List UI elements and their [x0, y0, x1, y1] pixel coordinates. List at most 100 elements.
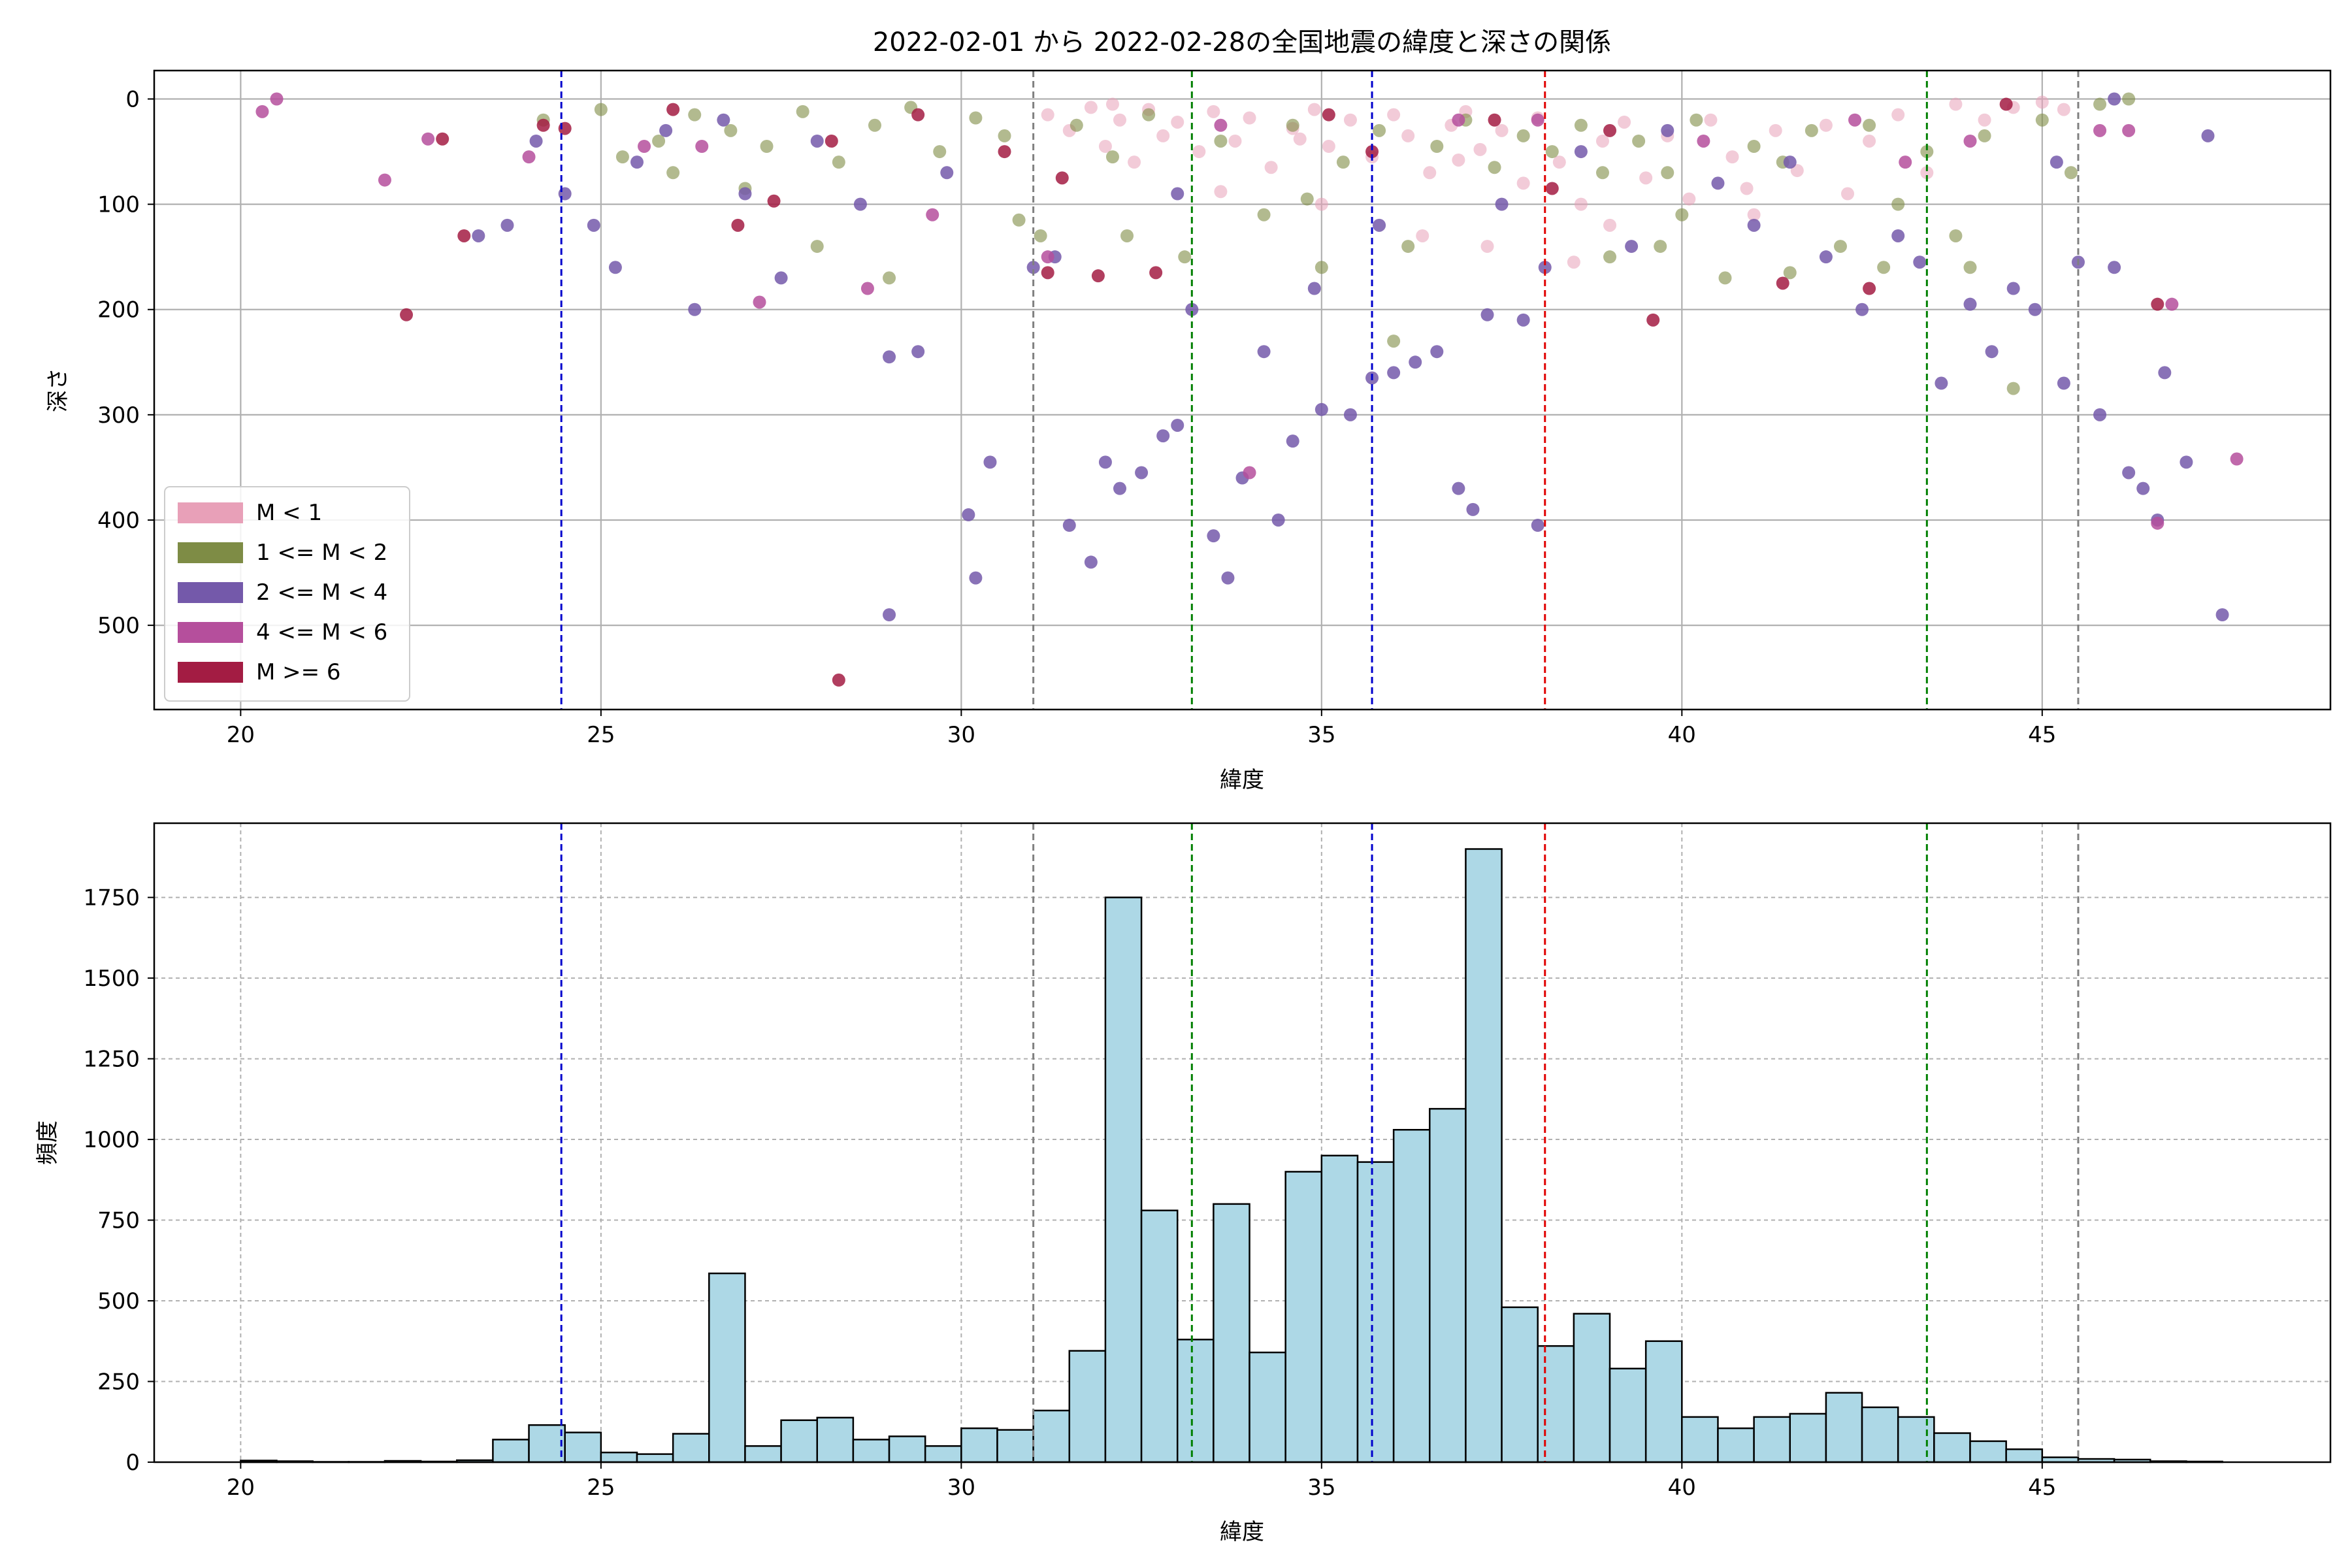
histogram-y-tick-label: 500 — [97, 1288, 140, 1315]
scatter-point — [1113, 113, 1126, 127]
scatter-point — [2215, 608, 2229, 621]
scatter-legend-label: M >= 6 — [256, 659, 341, 685]
scatter-point — [883, 608, 896, 621]
scatter-point — [1171, 115, 1184, 129]
scatter-point — [608, 261, 622, 274]
scatter-point — [1891, 108, 1905, 122]
histogram-y-tick-label: 1750 — [83, 885, 140, 911]
scatter-point — [1098, 455, 1112, 469]
scatter-point — [1920, 166, 1934, 180]
scatter-point — [2035, 113, 2049, 127]
scatter-point — [1711, 176, 1725, 190]
scatter-point — [1783, 266, 1797, 280]
scatter-point — [832, 155, 845, 169]
histogram-bar — [780, 1419, 818, 1463]
histogram-bar — [1933, 1432, 1971, 1463]
scatter-point — [1322, 108, 1335, 122]
scatter-point — [1725, 150, 1739, 164]
scatter-point — [1257, 345, 1271, 359]
scatter-point — [1401, 240, 1415, 253]
histogram-bar — [672, 1433, 710, 1463]
scatter-point — [1315, 261, 1328, 274]
histogram-x-tick-label: 30 — [947, 1475, 975, 1501]
scatter-point — [1171, 418, 1184, 432]
scatter-point — [1516, 313, 1530, 327]
scatter-point — [1999, 97, 2013, 111]
scatter-plot-frame — [153, 69, 2332, 711]
scatter-point — [1113, 482, 1126, 495]
scatter-point — [1899, 155, 1912, 169]
scatter-point — [1315, 402, 1328, 416]
scatter-point — [1891, 197, 1905, 211]
scatter-point — [883, 271, 896, 285]
scatter-point — [2057, 103, 2070, 116]
scatter-point — [1531, 113, 1544, 127]
scatter-point — [1041, 250, 1054, 264]
scatter-y-tick-label: 100 — [97, 192, 140, 218]
scatter-point — [1098, 140, 1112, 154]
scatter-point — [1343, 408, 1357, 421]
scatter-point — [1545, 182, 1559, 195]
histogram-bar — [1825, 1392, 1863, 1463]
histogram-bar — [1789, 1413, 1827, 1463]
scatter-point — [1062, 519, 1076, 532]
scatter-point — [1466, 502, 1480, 516]
histogram-x-tick-label: 20 — [227, 1475, 255, 1501]
scatter-point — [1682, 192, 1696, 206]
scatter-point — [1373, 218, 1386, 232]
scatter-point — [1373, 123, 1386, 137]
scatter-point — [1149, 266, 1163, 280]
scatter-point — [1697, 134, 1710, 148]
scatter-point — [1387, 366, 1401, 380]
scatter-point — [2035, 95, 2049, 109]
histogram-bar — [1320, 1154, 1359, 1463]
histogram-bar — [996, 1429, 1034, 1463]
scatter-point — [2165, 297, 2179, 311]
scatter-point — [1430, 345, 1444, 359]
scatter-point — [1416, 229, 1429, 242]
histogram-bar — [1465, 848, 1503, 1463]
scatter-point — [760, 140, 774, 154]
scatter-point — [1257, 208, 1271, 221]
scatter-point — [1264, 161, 1278, 174]
scatter-legend-label: 2 <= M < 4 — [256, 580, 387, 606]
histogram-x-tick-label: 45 — [2028, 1475, 2056, 1501]
histogram-bar — [1537, 1345, 1575, 1463]
histogram-x-axis-label: 緯度 — [1220, 1519, 1264, 1545]
scatter-point — [1963, 134, 1977, 148]
scatter-point — [1070, 118, 1083, 132]
scatter-point — [1740, 182, 1754, 195]
scatter-x-tick-label: 45 — [2028, 722, 2056, 748]
histogram-bar — [1068, 1350, 1107, 1463]
scatter-point — [2122, 466, 2136, 480]
scatter-point — [638, 140, 651, 154]
scatter-point — [2136, 482, 2150, 495]
scatter-point — [853, 197, 867, 211]
scatter-point — [1221, 571, 1235, 585]
scatter-legend-swatch — [178, 622, 243, 643]
scatter-point — [2201, 129, 2215, 142]
histogram-bar — [1681, 1416, 1719, 1463]
scatter-point — [1747, 208, 1761, 221]
histogram-y-tick-label: 750 — [97, 1208, 140, 1234]
scatter-point — [1430, 140, 1444, 154]
scatter-point — [2122, 92, 2136, 106]
scatter-points — [255, 92, 2244, 687]
scatter-y-tick-label: 0 — [125, 87, 140, 113]
scatter-point — [1214, 118, 1228, 132]
scatter-point — [1574, 118, 1588, 132]
scatter-point — [1718, 271, 1732, 285]
histogram-y-tick-label: 0 — [125, 1450, 140, 1476]
histogram-y-axis-label: 頻度 — [35, 1120, 61, 1165]
histogram-x-tick-label: 25 — [587, 1475, 615, 1501]
scatter-y-tick-label: 500 — [97, 613, 140, 639]
scatter-legend-swatch — [178, 662, 243, 683]
scatter-point — [1293, 132, 1307, 146]
scatter-point — [911, 108, 925, 122]
scatter-legend-swatch — [178, 582, 243, 603]
histogram-bar — [1969, 1440, 2007, 1463]
scatter-point — [688, 302, 702, 316]
histogram-bar — [1609, 1367, 1647, 1463]
scatter-point — [1307, 282, 1321, 295]
